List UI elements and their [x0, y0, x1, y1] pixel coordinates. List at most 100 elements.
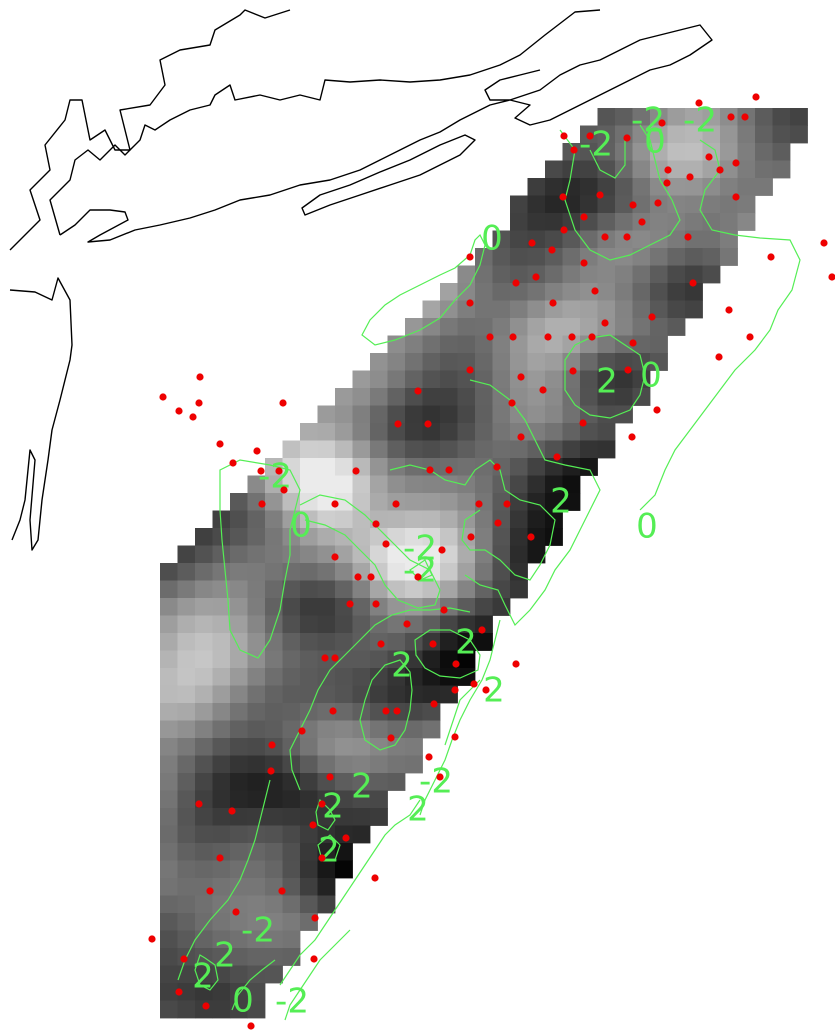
heatmap-cell [160, 1000, 178, 1019]
heatmap-cell [160, 738, 178, 756]
heatmap-cell [737, 160, 756, 179]
heatmap-cell [492, 510, 511, 529]
heatmap-cell [685, 125, 703, 144]
station-point [695, 99, 703, 107]
heatmap-cell [527, 318, 546, 336]
heatmap-cell [667, 143, 686, 161]
station-point [247, 1022, 255, 1030]
heatmap-cell [282, 773, 301, 791]
station-point [508, 399, 516, 407]
heatmap-cell [492, 300, 511, 319]
heatmap-cell [282, 633, 301, 651]
heatmap-cell [230, 738, 248, 756]
heatmap-cell [597, 108, 616, 126]
heatmap-cell [212, 860, 231, 879]
heatmap-cell [335, 755, 353, 774]
heatmap-cell [562, 230, 581, 249]
heatmap-cell [177, 703, 196, 721]
heatmap-cell [335, 563, 353, 581]
heatmap-cell [300, 633, 318, 651]
heatmap-cell [195, 650, 213, 669]
heatmap-cell [195, 563, 213, 581]
heatmap-cell [212, 895, 231, 914]
heatmap-cell [230, 545, 248, 564]
heatmap-cell [527, 405, 546, 424]
heatmap-cell [195, 965, 213, 984]
heatmap-cell [510, 493, 528, 511]
heatmap-cell [527, 300, 546, 319]
heatmap-cell [685, 143, 703, 161]
contour-label: -2 [683, 101, 717, 141]
heatmap-cell [475, 283, 493, 301]
heatmap-cell [755, 160, 773, 179]
heatmap-cell [597, 160, 616, 179]
heatmap-cell [300, 528, 318, 546]
heatmap-cell [632, 160, 651, 179]
heatmap-cell [195, 808, 213, 826]
heatmap-cell [457, 318, 476, 336]
heatmap-cell [282, 703, 301, 721]
heatmap-cell [247, 615, 266, 634]
heatmap-cell [387, 650, 406, 669]
heatmap-cell [230, 755, 248, 774]
heatmap-cell [160, 615, 178, 634]
contour-lines [177, 124, 801, 1021]
heatmap-cell [667, 283, 686, 301]
heatmap-cell [300, 475, 318, 494]
heatmap-cell [440, 615, 458, 634]
heatmap-cell [177, 773, 196, 791]
heatmap-cell [195, 895, 213, 914]
heatmap-cell [650, 300, 668, 319]
contour-label: 0 [636, 507, 658, 547]
contour-line [419, 619, 501, 816]
heatmap-cell [440, 318, 458, 336]
heatmap-cell [300, 895, 318, 914]
heatmap-cell [195, 843, 213, 861]
heatmap-cell [405, 650, 423, 669]
contour-label: -2 [631, 101, 665, 141]
heatmap-cell [195, 720, 213, 739]
heatmap-cell [352, 738, 371, 756]
heatmap-cell [615, 178, 633, 196]
station-point [377, 640, 385, 648]
station-point [493, 463, 501, 471]
heatmap-cell [300, 773, 318, 791]
heatmap-cell [440, 423, 458, 441]
heatmap-cell [387, 545, 406, 564]
heatmap-cell [632, 388, 651, 406]
contour-line [315, 798, 336, 831]
heatmap-cell [195, 685, 213, 704]
heatmap-cell [405, 335, 423, 354]
heatmap-cell [335, 405, 353, 424]
heatmap-cell [422, 580, 441, 599]
heatmap-cell [685, 108, 703, 126]
heatmap-cell [300, 825, 318, 844]
heatmap-cell [422, 388, 441, 406]
heatmap-cell [265, 773, 283, 791]
heatmap-cell [650, 283, 668, 301]
heatmap-cell [370, 458, 388, 476]
heatmap-cell [440, 528, 458, 546]
station-point [342, 834, 350, 842]
heatmap-cell [632, 230, 651, 249]
heatmap-cell [597, 335, 616, 354]
heatmap-cell [422, 423, 441, 441]
heatmap-cell [510, 300, 528, 319]
station-point [629, 201, 637, 209]
heatmap-cell [562, 475, 581, 494]
heatmap-cell [265, 633, 283, 651]
heatmap-cell [440, 580, 458, 599]
heatmap-cell [475, 265, 493, 284]
station-point [331, 553, 339, 561]
heatmap-cell [212, 738, 231, 756]
heatmap-cell [545, 405, 563, 424]
station-point [544, 333, 552, 341]
heatmap-cell [457, 493, 476, 511]
heatmap-cell [300, 720, 318, 739]
heatmap-cell [580, 440, 598, 459]
heatmap-cell [212, 650, 231, 669]
heatmap-cell [772, 143, 791, 161]
contour-label: 2 [214, 936, 236, 976]
station-point [466, 253, 474, 261]
heatmap-cell [370, 353, 388, 371]
